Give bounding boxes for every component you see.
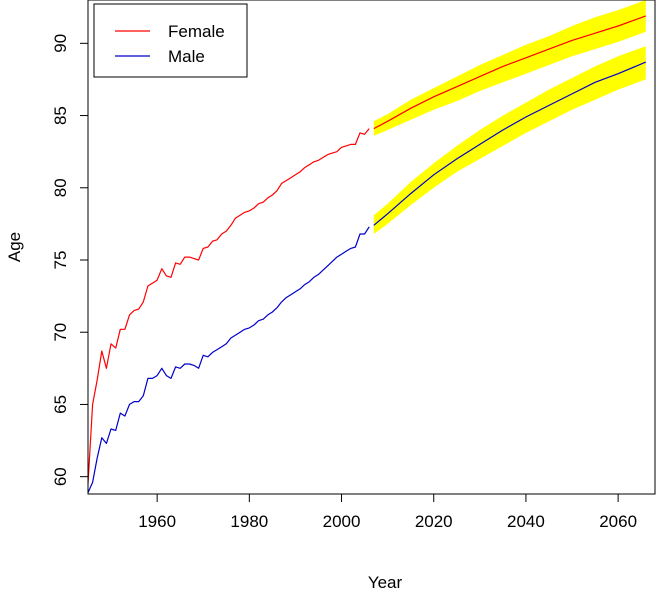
female-historical-line [87,128,370,484]
y-tick-label: 85 [51,106,70,125]
x-axis: 1960 1980 2000 2020 2040 2060 [138,493,637,531]
x-tick-label: 2040 [507,512,545,531]
y-axis-label: Age [5,232,24,262]
forecast-bands [373,0,646,235]
y-tick-label: 90 [51,34,70,53]
x-tick-label: 2060 [599,512,637,531]
legend-label-male: Male [168,47,205,66]
y-axis: 60 65 70 75 80 85 90 [51,34,89,486]
x-tick-label: 1960 [138,512,176,531]
x-axis-label: Year [368,573,403,592]
y-tick-label: 80 [51,178,70,197]
x-tick-label: 1980 [230,512,268,531]
legend-box [93,3,248,78]
legend-label-female: Female [168,22,225,41]
male-historical-line [87,226,370,493]
female-forecast-band [373,0,646,136]
y-tick-label: 70 [51,323,70,342]
male-forecast-line [373,61,647,226]
y-tick-label: 60 [51,467,70,486]
y-tick-label: 65 [51,395,70,414]
y-tick-label: 75 [51,251,70,270]
female-forecast-line [373,15,647,130]
male-forecast-band [373,46,646,235]
legend: Female Male [93,3,248,78]
x-tick-label: 2000 [323,512,361,531]
series-lines [87,15,647,493]
x-tick-label: 2020 [415,512,453,531]
